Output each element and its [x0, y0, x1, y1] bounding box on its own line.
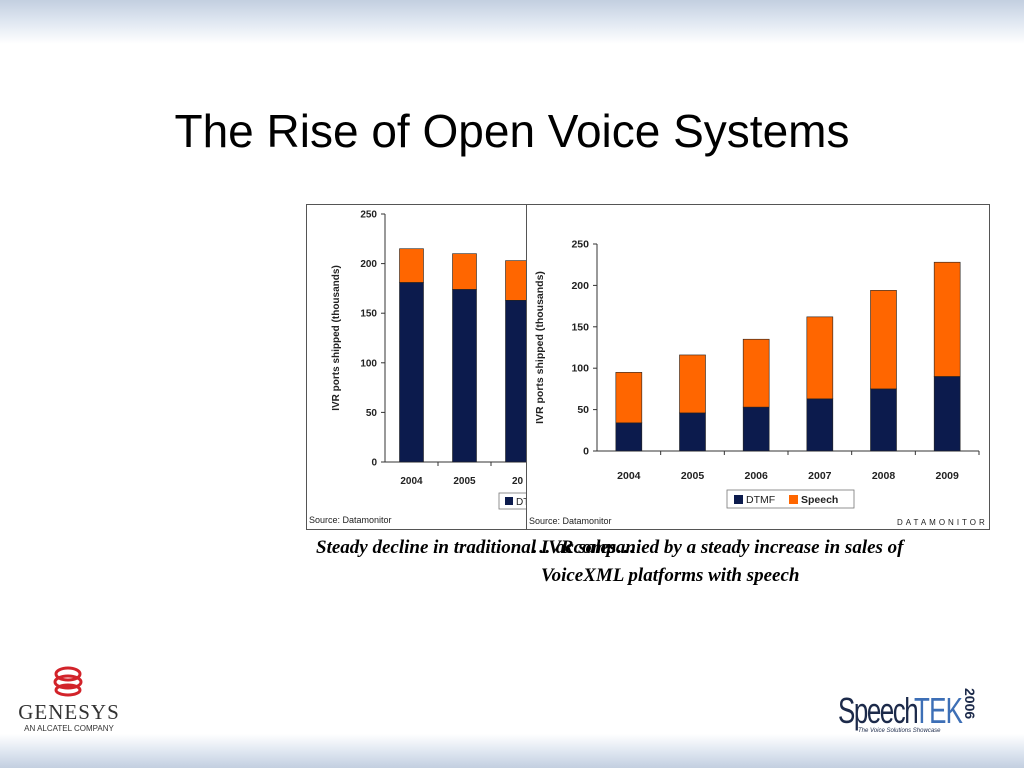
bar-speech	[870, 290, 897, 390]
y-tick-label: 250	[571, 239, 589, 251]
speechtek-logo: Speech TEK 2006 The Voice Solutions Show…	[838, 688, 988, 738]
bar-speech	[399, 248, 424, 283]
bar-dtmf	[452, 289, 477, 463]
y-tick-label: 150	[571, 321, 589, 333]
chart-traditional-ivr-svg: 250 200 150 100 50 0 IVR ports shipped (thousa…	[331, 210, 529, 510]
legend-swatch-dtmf	[734, 495, 743, 504]
bar-speech	[452, 253, 477, 290]
y-tick-label: 150	[360, 309, 377, 320]
chart-source-label: Source: Datamonitor	[309, 515, 392, 525]
chart-voicexml-platforms-svg: 250 200 150 100 50 0 IVR ports shipped (thousa…	[534, 239, 980, 509]
legend-label-speech: Speech	[801, 494, 838, 506]
legend-label-dtmf: DTMF	[746, 494, 775, 506]
y-tick-label: 0	[583, 446, 589, 458]
bar-speech	[933, 261, 961, 377]
slide-title: The Rise of Open Voice Systems	[174, 105, 850, 157]
bar-speech	[615, 372, 643, 424]
chart-source-label: Source: Datamonitor	[529, 516, 612, 526]
x-tick-label: 2008	[872, 470, 896, 482]
bar-dtmf	[933, 376, 961, 452]
x-tick-label: 2009	[935, 470, 959, 482]
bar-dtmf	[870, 388, 897, 452]
speechtek-tagline: The Voice Solutions Showcase	[858, 728, 941, 734]
y-tick-label: 200	[360, 259, 377, 270]
x-tick-label: 2004	[617, 470, 641, 482]
y-tick-label: 250	[360, 210, 377, 221]
bar-speech	[505, 260, 529, 301]
genesys-subtitle: AN ALCATEL COMPANY	[24, 724, 114, 733]
y-tick-label: 0	[371, 458, 377, 469]
bar-dtmf	[742, 406, 770, 452]
bar-speech	[679, 354, 706, 414]
speechtek-word-tek: TEK	[914, 690, 963, 731]
genesys-logo: GENESYS AN ALCATEL COMPANY	[14, 664, 124, 734]
bar-dtmf	[615, 422, 643, 452]
chart-traditional-ivr: 250 200 150 100 50 0 IVR ports shipped (thousa…	[306, 204, 530, 530]
y-tick-label: 100	[360, 358, 377, 369]
datamonitor-brand: DATAMONITOR	[897, 518, 988, 527]
caption-right-line2: VoiceXML platforms with speech	[541, 565, 800, 586]
bar-dtmf	[399, 282, 424, 463]
footer-band	[0, 734, 1024, 768]
caption-right-line1: … accompanied by a steady increase in sa…	[532, 537, 904, 558]
bar-dtmf	[806, 398, 834, 452]
y-tick-label: 100	[571, 363, 589, 375]
chart-voicexml-platforms: 250 200 150 100 50 0 IVR ports shipped (thousa…	[526, 204, 990, 530]
speechtek-year: 2006	[962, 688, 978, 720]
x-tick-label: 20	[512, 476, 524, 487]
genesys-swirl-icon	[53, 666, 83, 697]
x-tick-label: 2005	[453, 476, 476, 487]
y-axis-label: IVR ports shipped (thousands)	[534, 271, 546, 424]
y-tick-label: 200	[571, 280, 589, 292]
x-tick-label: 2004	[400, 476, 423, 487]
caption-left: Steady decline in traditional IVR sales…	[316, 537, 636, 558]
bar-dtmf	[679, 412, 706, 452]
legend-swatch-speech	[789, 495, 798, 504]
legend-label-dtmf: DT	[516, 497, 529, 508]
x-tick-label: 2005	[681, 470, 705, 482]
genesys-wordmark: GENESYS	[18, 700, 120, 724]
y-tick-label: 50	[577, 404, 589, 416]
y-axis-label: IVR ports shipped (thousands)	[331, 265, 342, 411]
bar-speech	[806, 316, 834, 400]
x-tick-label: 2007	[808, 470, 832, 482]
legend-swatch-dtmf	[505, 497, 513, 505]
x-tick-label: 2006	[744, 470, 768, 482]
header-band	[0, 0, 1024, 44]
y-tick-label: 50	[366, 408, 378, 419]
bar-speech	[742, 338, 770, 408]
speechtek-word-speech: Speech	[838, 690, 919, 731]
